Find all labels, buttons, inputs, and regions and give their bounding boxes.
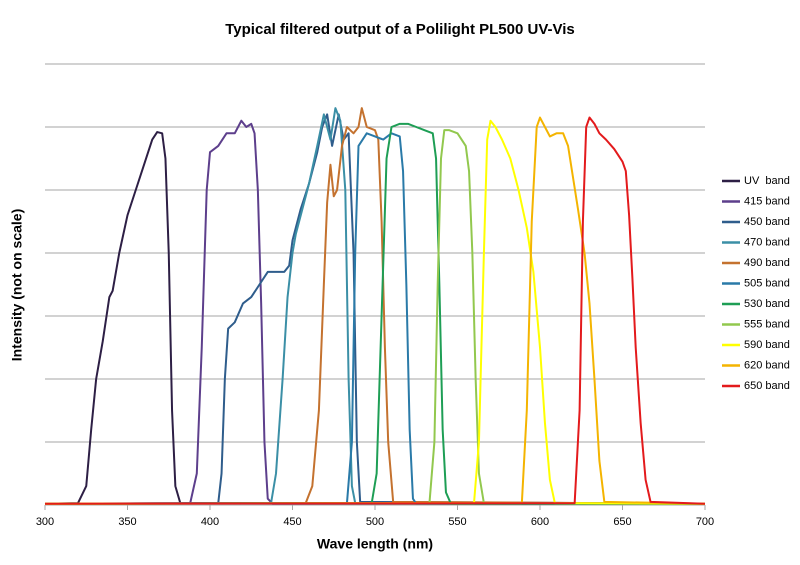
chart-title: Typical filtered output of a Polilight P… <box>225 21 575 38</box>
series-line <box>44 107 706 505</box>
legend-label: 590 band <box>744 339 790 351</box>
legend-label: 650 band <box>744 380 790 392</box>
series-line <box>44 116 706 505</box>
series-line <box>44 113 706 505</box>
series-line <box>44 122 705 505</box>
x-tick-label: 550 <box>448 516 466 528</box>
legend-label: 530 band <box>744 298 790 310</box>
y-axis-title: Intensity (not on scale) <box>9 209 25 361</box>
x-tick-label: 300 <box>36 516 54 528</box>
legend-label: UV band <box>744 175 790 187</box>
legend-label: 450 band <box>744 216 790 228</box>
x-axis-title: Wave length (nm) <box>317 536 433 552</box>
series-line <box>44 129 706 505</box>
x-tick-label: 600 <box>531 516 549 528</box>
series-line <box>44 116 706 505</box>
legend-label: 490 band <box>744 257 790 269</box>
x-tick-label: 450 <box>283 516 301 528</box>
x-tick-label: 500 <box>366 516 384 528</box>
legend-label: 415 band <box>744 195 790 207</box>
legend-label: 470 band <box>744 236 790 248</box>
series-line <box>44 119 706 505</box>
legend-label: 505 band <box>744 277 790 289</box>
series-line <box>44 132 705 505</box>
x-tick-label: 350 <box>118 516 136 528</box>
x-tick-label: 400 <box>201 516 219 528</box>
legend-label: 555 band <box>744 318 790 330</box>
series-line <box>44 119 705 505</box>
series-line <box>44 131 706 505</box>
x-tick-label: 650 <box>613 516 631 528</box>
legend-label: 620 band <box>744 359 790 371</box>
x-tick-label: 700 <box>696 516 714 528</box>
